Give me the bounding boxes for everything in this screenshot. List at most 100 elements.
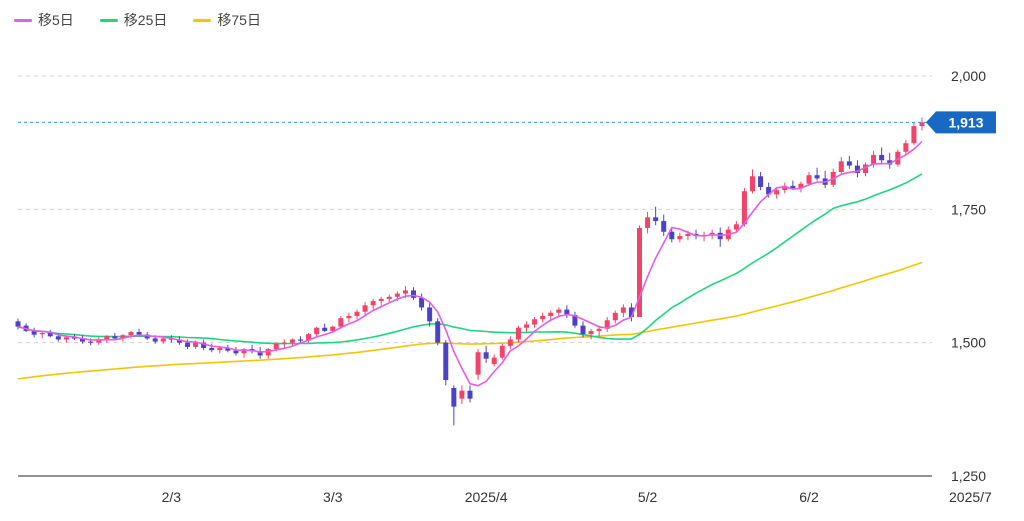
candle-body — [257, 351, 263, 356]
candle — [798, 181, 804, 193]
candle-body — [386, 296, 392, 299]
candle-body — [201, 342, 207, 348]
candle — [677, 232, 683, 243]
ma25-layer — [17, 173, 923, 345]
candle — [31, 327, 37, 338]
x-tick-label: 3/3 — [323, 489, 343, 505]
candle-body — [766, 186, 772, 195]
candle — [636, 225, 643, 318]
candle-body — [669, 231, 675, 240]
candle-body — [31, 330, 37, 335]
candle-body — [338, 318, 344, 327]
candle-body — [677, 236, 683, 240]
candle-body — [919, 122, 925, 127]
candle — [128, 330, 134, 339]
candle — [653, 206, 659, 226]
legend-swatch-ma25 — [99, 18, 118, 22]
candle — [523, 321, 530, 332]
candle — [378, 296, 384, 306]
candle — [459, 385, 465, 404]
candle — [741, 188, 747, 227]
candle — [427, 303, 433, 327]
candle-body — [306, 334, 312, 341]
candle — [919, 117, 925, 131]
candle — [854, 160, 860, 178]
candle — [249, 344, 255, 354]
candle-body — [499, 345, 505, 358]
candle — [80, 335, 86, 344]
candle — [354, 309, 360, 320]
candle — [564, 305, 570, 319]
candle-body — [346, 316, 352, 319]
candle-body — [653, 217, 659, 222]
candle-body — [636, 228, 643, 318]
candle-body — [782, 185, 788, 191]
candle-body — [806, 175, 812, 184]
legend-item-ma25[interactable]: 移25日 — [99, 10, 168, 30]
legend-item-ma5[interactable]: 移5日 — [14, 10, 74, 30]
ma25-line — [17, 173, 923, 345]
candle-body — [854, 165, 860, 174]
candle — [491, 354, 497, 367]
candle — [15, 318, 21, 330]
candle-body — [556, 309, 562, 313]
candle-body — [491, 357, 497, 364]
candle-body — [47, 333, 53, 337]
candle-body — [774, 190, 780, 195]
candle — [911, 122, 917, 146]
ma75-line — [17, 261, 923, 380]
candle-body — [362, 305, 368, 312]
candle-body — [289, 339, 295, 343]
candle-body — [419, 297, 425, 308]
candle-body — [620, 307, 626, 313]
candle-body — [685, 233, 691, 236]
candle-body — [814, 175, 820, 179]
candle — [661, 214, 667, 236]
candle — [281, 339, 287, 348]
candle — [879, 147, 885, 164]
candle-body — [88, 341, 94, 343]
candle — [233, 346, 239, 356]
candle — [782, 182, 788, 194]
candle — [862, 162, 869, 177]
candle-body — [80, 338, 86, 342]
candle-body — [580, 325, 586, 335]
candle-body — [63, 337, 69, 340]
candle — [96, 337, 102, 345]
candle-body — [314, 327, 320, 335]
candle-body — [184, 342, 191, 347]
candle — [507, 336, 513, 350]
candle-body — [370, 301, 376, 306]
candle-body — [903, 143, 909, 152]
candle — [733, 221, 739, 232]
candle — [532, 317, 538, 328]
candle — [289, 338, 295, 346]
candle — [669, 227, 675, 243]
candle-body — [233, 350, 239, 354]
legend-item-ma75[interactable]: 移75日 — [193, 10, 261, 30]
candle-body — [217, 348, 223, 351]
candle-body — [112, 336, 118, 339]
legend-label-ma5: 移5日 — [38, 12, 74, 28]
candle-body — [523, 324, 530, 328]
candle — [838, 157, 844, 176]
candle — [499, 343, 505, 360]
legend-label-ma25: 移25日 — [123, 12, 168, 28]
candle-body — [588, 330, 594, 335]
candle — [540, 312, 546, 323]
candle-body — [749, 176, 756, 192]
candle-body — [410, 290, 417, 298]
candle-body — [604, 320, 610, 329]
candle-body — [402, 290, 408, 294]
candle-body — [467, 390, 473, 399]
candle-body — [532, 319, 538, 325]
candle-body — [39, 333, 45, 335]
candle-body — [281, 342, 287, 344]
x-tick-label: 5/2 — [638, 489, 658, 505]
candle — [443, 340, 449, 386]
candle-body — [136, 332, 142, 335]
candle — [435, 318, 441, 346]
candle — [774, 186, 780, 199]
candle-body — [862, 164, 869, 174]
